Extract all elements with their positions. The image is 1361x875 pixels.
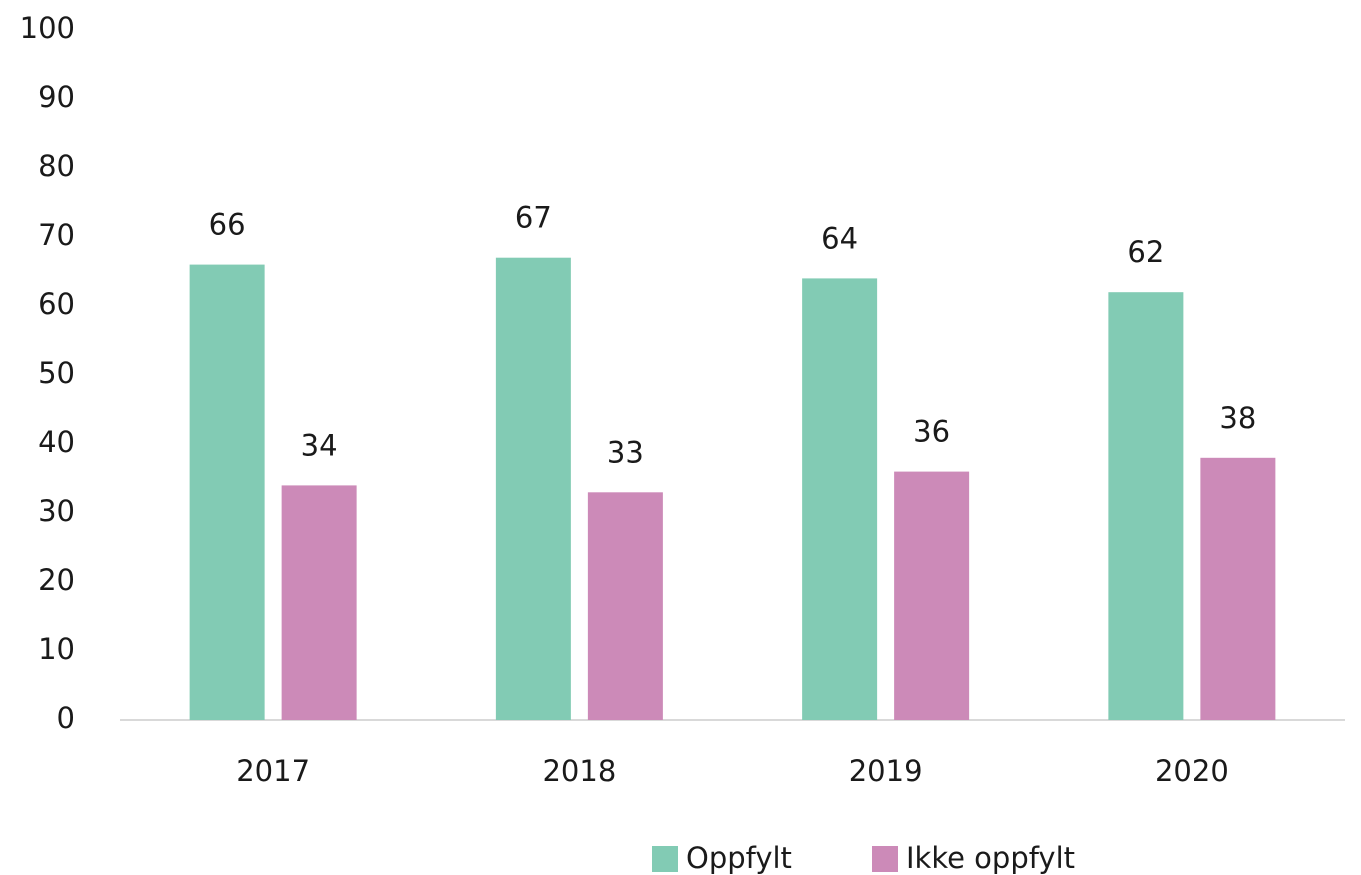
- y-tick-label: 50: [38, 356, 75, 390]
- bar: [281, 485, 357, 720]
- y-tick-label: 10: [38, 632, 75, 666]
- data-label: 62: [1127, 235, 1164, 269]
- data-label: 66: [209, 208, 246, 242]
- y-tick-label: 90: [38, 80, 75, 114]
- legend-label: Oppfylt: [686, 841, 792, 875]
- y-tick-label: 0: [57, 701, 75, 735]
- x-tick-label: 2017: [236, 754, 310, 788]
- legend-swatch: [652, 846, 678, 872]
- y-tick-label: 70: [38, 218, 75, 252]
- data-label: 34: [301, 428, 338, 462]
- bar: [802, 278, 878, 720]
- y-tick-label: 30: [38, 494, 75, 528]
- x-tick-label: 2020: [1155, 754, 1229, 788]
- bar: [1108, 292, 1184, 720]
- bar: [587, 492, 663, 720]
- y-tick-label: 60: [38, 287, 75, 321]
- y-tick-label: 80: [38, 149, 75, 183]
- x-tick-label: 2019: [849, 754, 923, 788]
- x-tick-label: 2018: [542, 754, 616, 788]
- bar: [894, 471, 970, 720]
- bar: [1200, 457, 1276, 720]
- data-label: 64: [821, 221, 858, 255]
- y-tick-label: 20: [38, 563, 75, 597]
- bar: [189, 264, 265, 720]
- legend-swatch: [872, 846, 898, 872]
- data-label: 67: [515, 201, 552, 235]
- y-tick-label: 40: [38, 425, 75, 459]
- bar: [495, 257, 571, 720]
- y-tick-label: 100: [20, 11, 75, 45]
- data-label: 38: [1219, 401, 1256, 435]
- data-label: 33: [607, 435, 644, 469]
- data-label: 36: [913, 415, 950, 449]
- legend-label: Ikke oppfylt: [906, 841, 1075, 875]
